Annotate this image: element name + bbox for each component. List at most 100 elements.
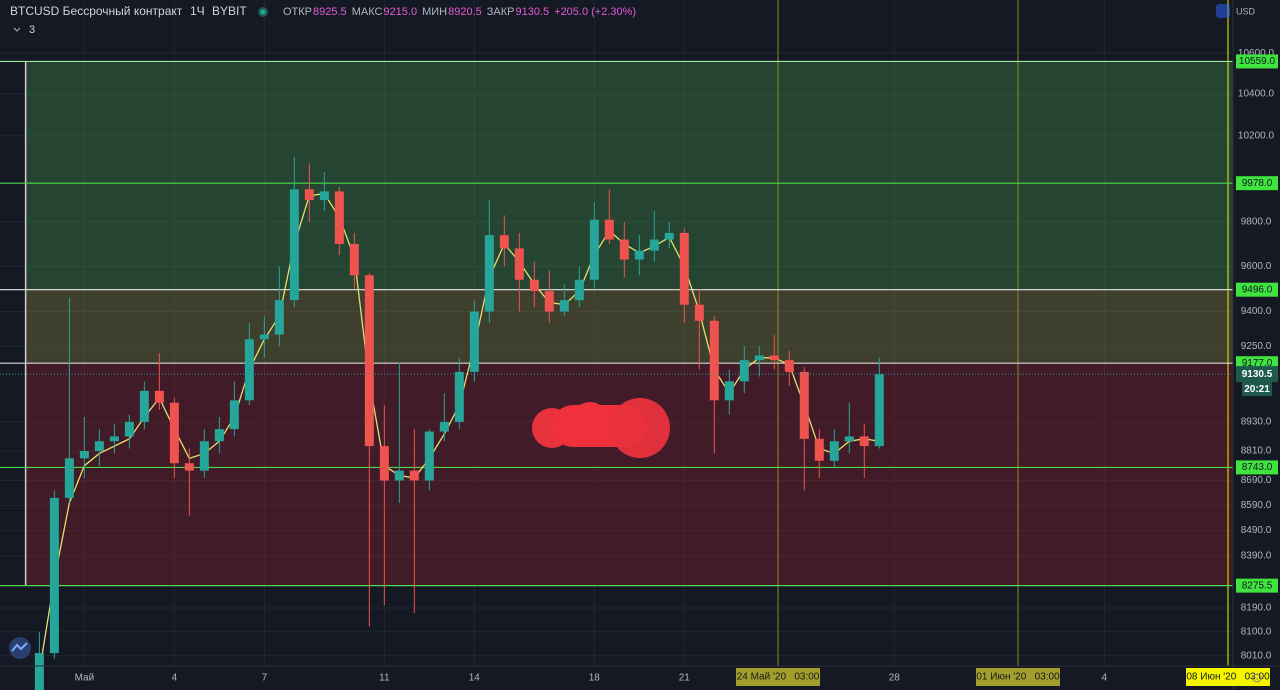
candle-body <box>574 279 584 301</box>
candle-body <box>259 334 269 340</box>
candle-body <box>289 189 299 301</box>
candle-body <box>214 429 224 442</box>
vline-label-bg <box>736 668 821 686</box>
candle-body <box>34 653 44 690</box>
ohlc: ОТКР 8925.5 МАКС 9215.0 МИН 8920.5 ЗАКР 9130.5 +… <box>283 6 636 18</box>
ohlc-change: +205.0 (+2.30%) <box>554 6 636 18</box>
currency: USD <box>1236 6 1256 16</box>
candle-body <box>184 463 194 471</box>
x-tick-label: 14 <box>469 673 481 684</box>
candle <box>109 424 119 454</box>
candle-body <box>139 390 149 422</box>
candle-body <box>874 374 884 447</box>
candle <box>229 381 239 437</box>
ohlc-label: МИН <box>422 6 447 18</box>
candle <box>769 334 779 370</box>
candle <box>319 172 329 211</box>
candle-body <box>394 470 404 481</box>
candle <box>559 284 569 317</box>
candle-body <box>499 235 509 249</box>
vline-label-bg <box>976 668 1061 686</box>
candle <box>79 417 89 479</box>
candle-body <box>349 243 359 276</box>
candle-body <box>484 235 494 312</box>
candle-body <box>49 497 59 654</box>
candle-body <box>334 191 344 244</box>
collapse-icon[interactable] <box>13 27 21 32</box>
y-tick-label: 10200.0 <box>1238 131 1275 142</box>
candle <box>844 402 854 454</box>
candle <box>244 323 254 406</box>
level-label-bg <box>1236 176 1278 191</box>
interval: 1Ч <box>190 4 205 18</box>
y-tick-label: 8930.0 <box>1241 417 1272 428</box>
ohlc-value: 8925.5 <box>313 6 347 18</box>
candle-body <box>409 470 419 481</box>
candle <box>289 157 299 307</box>
zone <box>25 61 1233 290</box>
candle-body <box>649 239 659 251</box>
countdown-bg <box>1242 382 1272 397</box>
redaction <box>532 398 670 458</box>
level-label-bg <box>1236 282 1278 297</box>
candle-body <box>799 371 809 439</box>
candle <box>64 297 74 503</box>
candle-body <box>559 300 569 312</box>
candle <box>349 232 359 289</box>
candle <box>334 187 344 256</box>
candle-body <box>634 250 644 260</box>
candle <box>574 266 584 307</box>
y-tick-label: 8010.0 <box>1241 650 1272 661</box>
candle-body <box>679 232 689 305</box>
candle <box>529 261 539 307</box>
candle <box>499 215 509 267</box>
candle <box>634 235 644 276</box>
candle <box>304 163 314 222</box>
candle <box>184 448 194 516</box>
candle <box>814 429 824 479</box>
level-label: 9978.0 <box>1242 178 1273 189</box>
y-tick-label: 9800.0 <box>1241 217 1272 228</box>
candle-body <box>604 219 614 240</box>
ohlc-value: 9130.5 <box>515 6 549 18</box>
x-tick-label: 28 <box>889 673 901 684</box>
axis-settings[interactable] <box>1252 673 1262 683</box>
candle-body <box>619 239 629 260</box>
candle <box>544 270 554 324</box>
candle-body <box>529 279 539 292</box>
candle-body <box>109 436 119 442</box>
candle <box>139 381 149 430</box>
candle <box>754 346 764 377</box>
status-dot-inner <box>260 9 266 15</box>
vline-label-bg <box>1186 668 1271 686</box>
settings-button[interactable] <box>1216 4 1230 18</box>
x-tick-label: 11 <box>379 673 390 684</box>
indicators-count[interactable]: 3 <box>29 24 35 36</box>
ohlc-label: ОТКР <box>283 6 312 18</box>
level-label-bg <box>1236 460 1278 475</box>
candle <box>34 631 44 690</box>
candle <box>169 397 179 479</box>
level-label: 8743.0 <box>1242 462 1273 473</box>
candle <box>199 429 209 479</box>
candle-body <box>124 421 134 437</box>
candle-body <box>754 355 764 361</box>
candle-body <box>664 232 674 240</box>
candle-body <box>319 191 329 201</box>
candle-body <box>364 275 374 447</box>
x-tick-label: 4 <box>172 673 178 684</box>
last-price-label: 9130.5 <box>1242 369 1273 380</box>
level-label: 10559.0 <box>1239 56 1276 67</box>
level-label: 9177.0 <box>1242 358 1273 369</box>
candle <box>439 393 449 442</box>
candle <box>709 316 719 454</box>
candle-body <box>439 421 449 432</box>
y-tick-label: 10400.0 <box>1238 89 1275 100</box>
y-tick-label: 9250.0 <box>1241 341 1272 352</box>
y-tick-label: 8690.0 <box>1241 475 1272 486</box>
y-tick-label: 8490.0 <box>1241 525 1272 536</box>
candle-body <box>169 402 179 464</box>
level-label: 9496.0 <box>1242 284 1273 295</box>
level-label-bg <box>1236 578 1278 593</box>
